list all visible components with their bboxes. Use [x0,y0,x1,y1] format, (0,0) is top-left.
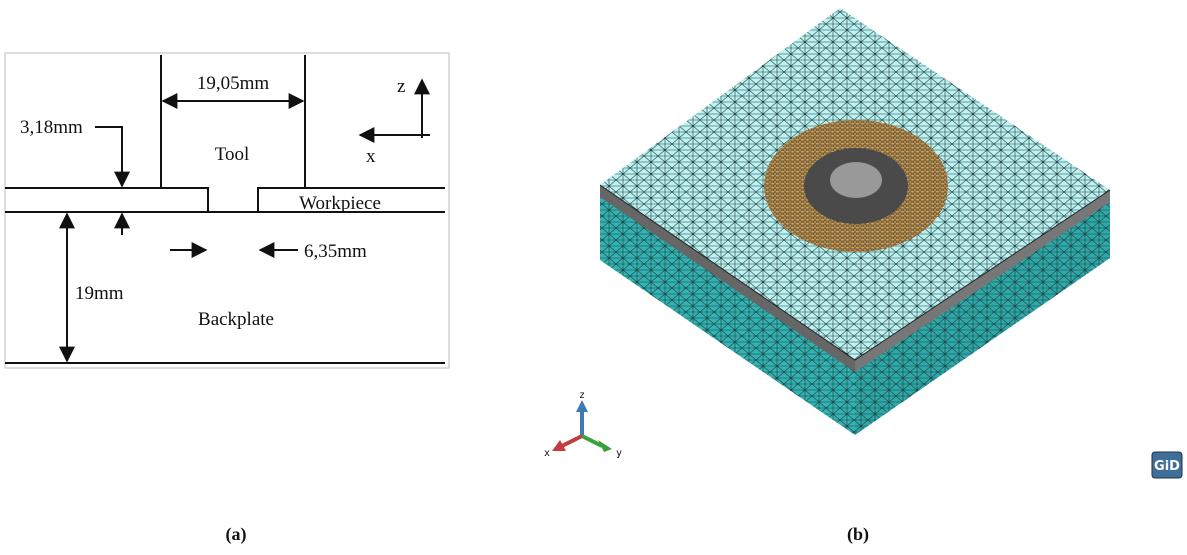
figure: 19,05mm 3,18mm Tool Workpiece 6,35mm 19m… [0,0,1187,550]
panel-a: 19,05mm 3,18mm Tool Workpiece 6,35mm 19m… [5,53,449,545]
label: 19mm [75,283,124,304]
pin-center [830,162,882,198]
dim-arrow [95,127,122,186]
label: 6,35mm [304,241,367,262]
label: x [366,146,376,167]
logo: GiD [1154,459,1180,474]
panel-b: z x y GiD (b) [544,8,1182,545]
label: z [397,76,405,97]
label: Backplate [198,309,274,330]
label: y [616,448,622,459]
triad-z [576,400,588,412]
triad-x [562,436,582,446]
label: 3,18mm [20,117,83,138]
label: 19,05mm [197,73,270,94]
caption: (a) [226,524,247,545]
label: Tool [215,144,250,165]
label: Workpiece [299,193,381,214]
label: x [544,448,550,459]
label: z [579,390,585,401]
caption: (b) [847,524,869,545]
